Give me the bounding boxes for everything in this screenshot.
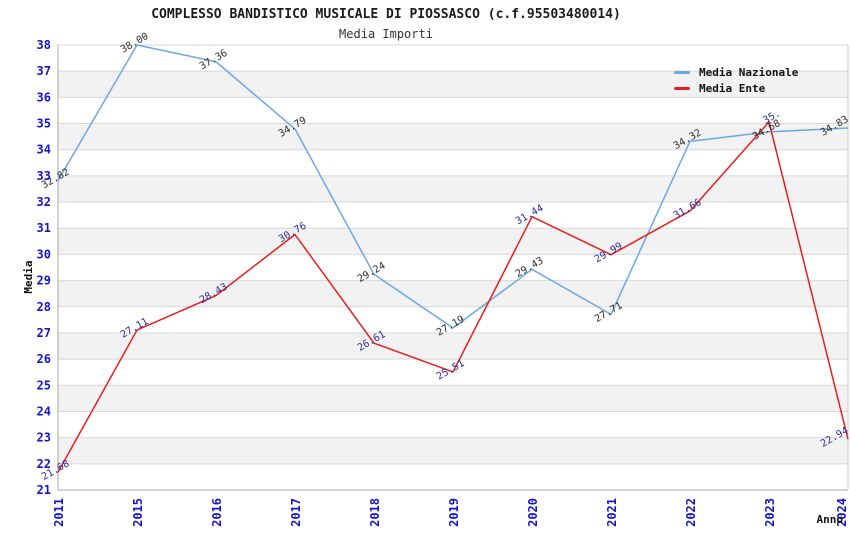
y-tick-label: 34	[37, 143, 51, 157]
x-tick-label: 2023	[763, 498, 777, 527]
y-tick-label: 31	[37, 221, 51, 235]
x-tick-label: 2024	[835, 498, 849, 527]
legend-label-media-nazionale: Media Nazionale	[699, 66, 799, 79]
x-tick-label: 2021	[605, 498, 619, 527]
series-line-media-nazionale	[57, 44, 849, 329]
grid-band	[58, 123, 848, 150]
grid-band	[58, 175, 848, 203]
y-tick-label: 21	[37, 483, 51, 497]
chart-title: COMPLESSO BANDISTICO MUSICALE DI PIOSSAS…	[151, 7, 621, 22]
x-tick-label: 2018	[368, 498, 382, 527]
legend-marker-media-nazionale-icon	[674, 71, 690, 74]
grid-band	[58, 280, 848, 307]
y-tick-label: 35	[37, 117, 51, 131]
y-tick-labels: 21 22 23 24 25 26 27 28 29 30 31 32 33 34 35 36 37 38	[37, 38, 51, 497]
x-tick-label: 2020	[526, 498, 540, 527]
chart-subtitle: Media Importi	[339, 27, 433, 41]
x-tick-label: 2019	[447, 498, 461, 527]
point-label: 38.00	[119, 31, 151, 56]
legend-label-media-ente: Media Ente	[699, 82, 766, 95]
legend-item-media-nazionale: Media Nazionale	[674, 66, 798, 79]
y-tick-label: 30	[37, 247, 51, 261]
x-tick-label: 2015	[131, 498, 145, 527]
legend-marker-media-ente-icon	[674, 87, 690, 90]
point-label: 31.44	[514, 203, 546, 228]
x-tick-labels: 2011 2015 2016 2017 2018 2019 2020 2021 2022 2023…	[52, 498, 849, 527]
point-label: 25.51	[435, 358, 467, 383]
y-tick-label: 36	[37, 90, 51, 104]
y-tick-label: 25	[37, 378, 51, 392]
y-tick-label: 29	[37, 274, 51, 288]
y-tick-label: 33	[37, 169, 51, 183]
y-tick-label: 38	[37, 38, 51, 52]
legend-item-media-ente: Media Ente	[674, 82, 798, 95]
plot-border	[57, 45, 849, 491]
grid-band	[58, 332, 848, 360]
grid-band	[58, 385, 848, 412]
x-tick-label: 2011	[52, 498, 66, 527]
series-line-media-ente	[57, 121, 849, 473]
series-polyline	[57, 121, 849, 473]
grid-band	[58, 437, 848, 464]
legend: Media Nazionale Media Ente	[674, 66, 798, 95]
y-tick-label: 37	[37, 64, 51, 78]
y-tick-label: 26	[37, 352, 51, 366]
y-tick-label: 27	[37, 326, 51, 340]
grid-bands	[58, 71, 848, 464]
x-tick-label: 2017	[289, 498, 303, 527]
point-label: 29.43	[514, 255, 546, 280]
y-tick-label: 28	[37, 300, 51, 314]
y-tick-label: 23	[37, 431, 51, 445]
x-axis-title: Anno	[817, 513, 844, 526]
x-tick-label: 2022	[684, 498, 698, 527]
series-polyline	[57, 44, 849, 329]
y-tick-label: 22	[37, 457, 51, 471]
y-axis-title: Media	[22, 260, 35, 293]
y-tick-label: 32	[37, 195, 51, 209]
grid-band	[58, 228, 848, 255]
y-tick-label: 24	[37, 404, 51, 418]
grid-band	[58, 71, 848, 98]
x-tick-label: 2016	[210, 498, 224, 527]
gridlines	[58, 44, 848, 491]
